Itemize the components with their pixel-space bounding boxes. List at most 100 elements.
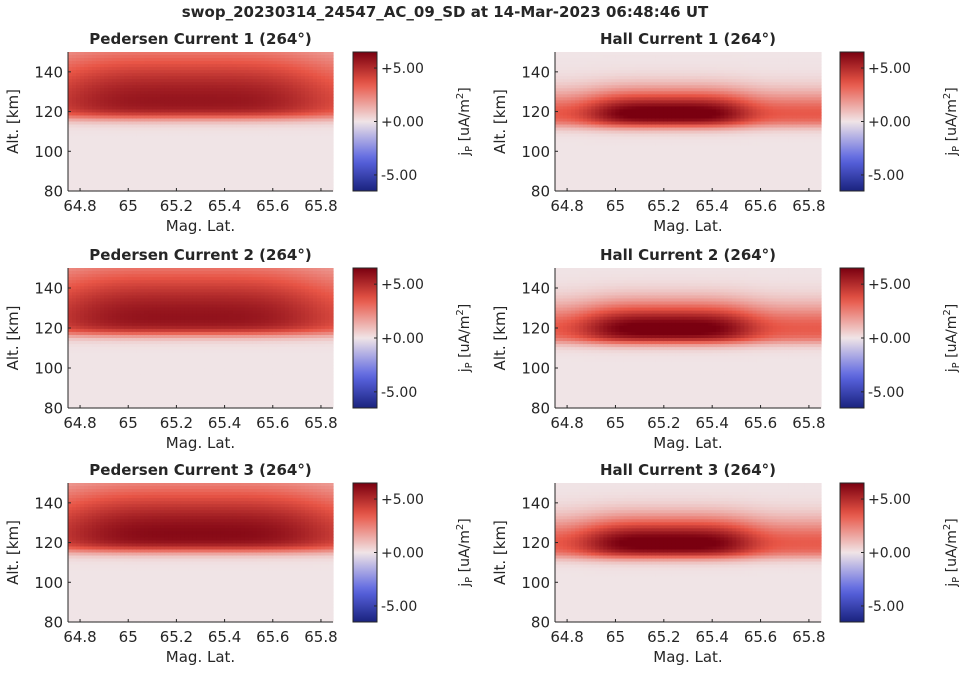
heatmap-cell xyxy=(148,139,153,144)
heatmap-cell xyxy=(272,121,278,126)
heatmap-cell xyxy=(136,187,141,192)
heatmap-cell xyxy=(196,187,202,192)
heatmap-cell xyxy=(248,106,254,111)
heatmap-cell xyxy=(160,142,165,147)
heatmap-cell xyxy=(220,187,226,192)
heatmap-cell xyxy=(68,145,73,150)
heatmap-cell xyxy=(96,121,101,126)
heatmap-cell xyxy=(104,76,109,80)
heatmap-cell xyxy=(136,94,141,98)
heatmap-cell xyxy=(280,115,286,120)
heatmap-cell xyxy=(240,142,246,147)
heatmap-cell xyxy=(116,169,121,174)
heatmap-cell xyxy=(196,85,202,89)
heatmap-cell xyxy=(80,187,85,192)
heatmap-cell xyxy=(176,88,182,92)
heatmap-cell xyxy=(124,67,129,71)
heatmap-cell xyxy=(180,79,186,83)
heatmap-cell xyxy=(172,67,178,71)
heatmap-cell xyxy=(144,166,149,171)
heatmap-cell xyxy=(116,124,121,129)
heatmap-cell xyxy=(276,121,282,126)
heatmap-cell xyxy=(68,118,73,123)
heatmap-cell xyxy=(108,67,113,71)
heatmap-cell xyxy=(208,148,214,153)
heatmap-cell xyxy=(104,70,109,74)
heatmap-cell xyxy=(192,115,198,120)
heatmap-cell xyxy=(80,160,85,165)
heatmap-cell xyxy=(84,166,89,171)
heatmap-cell xyxy=(140,67,145,71)
heatmap-cell xyxy=(148,85,153,89)
heatmap-cell xyxy=(272,145,278,150)
heatmap-cell xyxy=(216,181,222,186)
heatmap-cell xyxy=(120,163,125,168)
heatmap-cell xyxy=(264,106,270,111)
heatmap-cell xyxy=(164,97,169,101)
heatmap-cell xyxy=(212,148,218,153)
heatmap-cell xyxy=(144,52,149,56)
heatmap-cell xyxy=(136,73,141,77)
heatmap-cell xyxy=(176,157,182,162)
heatmap-cell xyxy=(252,175,258,180)
heatmap-cell xyxy=(72,106,77,111)
heatmap-cell xyxy=(276,178,282,183)
heatmap-cell xyxy=(280,73,286,77)
heatmap-cell xyxy=(248,94,254,98)
heatmap-cell xyxy=(252,79,258,83)
heatmap-cell xyxy=(156,169,161,174)
heatmap-cell xyxy=(156,94,161,98)
heatmap-cell xyxy=(212,73,218,77)
heatmap-cell xyxy=(196,52,202,56)
heatmap-cell xyxy=(272,112,278,117)
heatmap-cell xyxy=(124,73,129,77)
heatmap-cell xyxy=(144,136,149,141)
heatmap-cell xyxy=(220,73,226,77)
heatmap-cell xyxy=(236,121,242,126)
heatmap-cell xyxy=(272,181,278,186)
heatmap-cell xyxy=(140,97,145,101)
heatmap-cell xyxy=(184,127,190,132)
heatmap-cell xyxy=(252,121,258,126)
heatmap-cell xyxy=(208,133,214,138)
heatmap-cell xyxy=(216,166,222,171)
heatmap-cell xyxy=(172,136,178,141)
heatmap-cell xyxy=(152,151,157,156)
heatmap-cell xyxy=(76,169,81,174)
heatmap-cell xyxy=(264,79,270,83)
heatmap-cell xyxy=(272,166,278,171)
heatmap-cell xyxy=(180,124,186,129)
heatmap-cell xyxy=(192,127,198,132)
heatmap-cell xyxy=(168,178,173,183)
heatmap-cell xyxy=(132,64,137,68)
heatmap-cell xyxy=(208,100,214,104)
heatmap-cell xyxy=(132,94,137,98)
heatmap-cell xyxy=(192,55,198,59)
heatmap-cell xyxy=(188,133,194,138)
heatmap-cell xyxy=(92,121,97,126)
heatmap-cell xyxy=(184,121,190,126)
heatmap-cell xyxy=(188,127,194,132)
heatmap-cell xyxy=(252,91,258,95)
heatmap-cell xyxy=(236,82,242,86)
heatmap-cell xyxy=(128,94,133,98)
heatmap-cell xyxy=(160,127,165,132)
heatmap-cell xyxy=(176,100,182,104)
heatmap-cell xyxy=(208,82,214,86)
heatmap-cell xyxy=(88,130,93,135)
heatmap-cell xyxy=(132,178,137,183)
heatmap-cell xyxy=(212,52,218,56)
heatmap-cell xyxy=(172,142,178,147)
heatmap-cell xyxy=(260,157,266,162)
heatmap-cell xyxy=(248,76,254,80)
heatmap-cell xyxy=(236,151,242,156)
heatmap-cell xyxy=(104,52,109,56)
heatmap-cell xyxy=(252,178,258,183)
heatmap-cell xyxy=(76,106,81,111)
heatmap-cell xyxy=(156,52,161,56)
heatmap-cell xyxy=(196,178,202,183)
heatmap-cell xyxy=(116,139,121,144)
heatmap-cell xyxy=(272,100,278,104)
heatmap-cell xyxy=(124,163,129,168)
